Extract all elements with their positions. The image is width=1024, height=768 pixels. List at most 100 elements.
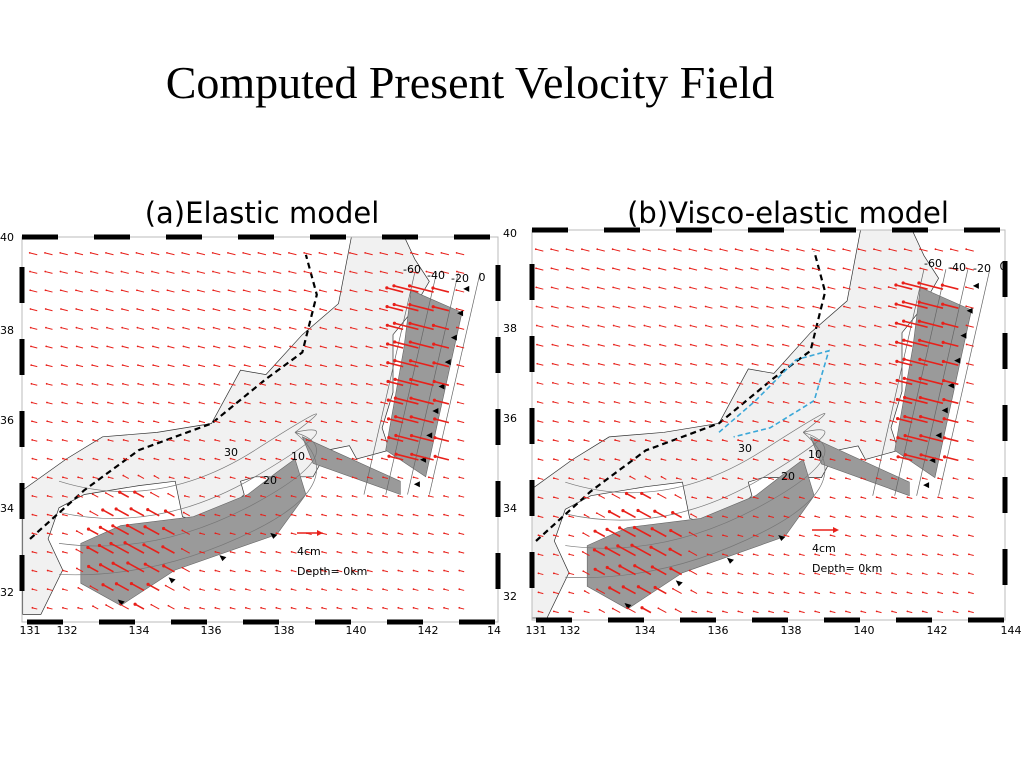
arrow-head [350, 364, 353, 367]
arrow-head [386, 398, 390, 402]
arrow-head [873, 305, 876, 308]
arrow-head [798, 515, 801, 518]
velocity-arrow [626, 492, 636, 500]
contour-line [916, 269, 969, 496]
velocity-arrow [229, 345, 236, 349]
velocity-arrow [797, 305, 805, 309]
arrow-head [290, 606, 293, 609]
arrow-head [752, 534, 755, 537]
velocity-arrow [457, 420, 465, 424]
velocity-arrow [305, 383, 312, 386]
arrow-head [457, 438, 460, 441]
arrow-head [552, 439, 555, 441]
arrow-head [290, 420, 293, 423]
arrow-head [674, 362, 677, 365]
velocity-arrow [91, 345, 99, 349]
velocity-arrow [409, 303, 434, 312]
arrow-head [896, 436, 900, 440]
arrow-head [229, 513, 232, 516]
arrow-head [244, 457, 247, 460]
velocity-arrow [676, 420, 682, 423]
velocity-arrow [752, 344, 759, 347]
arrow-head [674, 324, 677, 327]
arrow-head [385, 342, 390, 346]
velocity-arrow [99, 544, 114, 554]
arrow-head [443, 550, 445, 553]
arrow-head [568, 439, 570, 441]
velocity-arrow [115, 508, 130, 517]
velocity-arrow [536, 305, 544, 309]
velocity-arrow [874, 325, 882, 328]
arrow-head [44, 270, 47, 273]
fault-zone [301, 436, 401, 495]
velocity-arrow [183, 512, 190, 517]
arrow-head [243, 326, 246, 329]
velocity-arrow [258, 289, 267, 293]
arrow-head [919, 267, 922, 270]
arrow-head [60, 308, 62, 310]
arrow-head [942, 398, 946, 402]
arrow-head [129, 581, 134, 586]
arrow-head [46, 457, 49, 460]
arrow-head [458, 569, 461, 572]
arrow-head [917, 281, 921, 285]
velocity-arrow [736, 286, 744, 290]
arrow-head [902, 338, 906, 342]
arrow-head [456, 382, 459, 385]
velocity-arrow [828, 305, 836, 309]
scale-arrow-head [833, 527, 839, 533]
arrow-head [581, 286, 584, 289]
arrow-head [616, 544, 620, 548]
arrow-head [859, 420, 862, 422]
velocity-arrow [121, 289, 129, 293]
arrow-head [649, 545, 653, 549]
arrow-head [581, 248, 583, 251]
arrow-head [750, 267, 753, 270]
velocity-arrow [875, 363, 882, 366]
arrow-head [797, 362, 800, 365]
velocity-arrow [888, 305, 897, 309]
velocity-arrow [182, 308, 190, 312]
arrow-head [874, 343, 877, 346]
velocity-arrow [889, 248, 897, 252]
arrow-head [410, 452, 414, 456]
arrow-head [61, 401, 64, 404]
arrow-head [781, 305, 784, 308]
arrow-head [143, 562, 147, 566]
arrow-head [305, 457, 308, 460]
arrow-head [455, 326, 458, 329]
velocity-arrow [536, 286, 544, 290]
lon-label: 134 [129, 624, 150, 637]
arrow-head [891, 534, 893, 537]
arrow-head [719, 267, 722, 270]
velocity-arrow [336, 364, 343, 368]
arrow-head [942, 417, 946, 421]
arrow-head [798, 496, 801, 499]
arrow-head [705, 343, 708, 346]
arrow-head [455, 270, 458, 273]
arrow-head [90, 270, 92, 273]
velocity-arrow [321, 402, 328, 405]
arrow-head [735, 343, 738, 346]
arrow-head [90, 289, 93, 292]
arrow-head [75, 530, 78, 532]
arrow-head [382, 550, 384, 553]
arrow-head [581, 305, 584, 308]
trench-marker [413, 481, 420, 488]
arrow-head [107, 476, 110, 479]
arrow-head [965, 305, 968, 308]
arrow-head [752, 515, 755, 518]
velocity-arrow [798, 401, 805, 404]
velocity-arrow [705, 305, 713, 309]
arrow-head [366, 476, 369, 479]
arrow-head [181, 251, 184, 254]
velocity-arrow [147, 583, 160, 592]
velocity-arrow [609, 510, 621, 519]
arrow-head [397, 569, 400, 572]
velocity-arrow [411, 416, 434, 424]
arrow-head [566, 324, 569, 327]
arrow-head [394, 415, 398, 419]
arrow-head [942, 436, 946, 440]
velocity-arrow [381, 401, 389, 405]
